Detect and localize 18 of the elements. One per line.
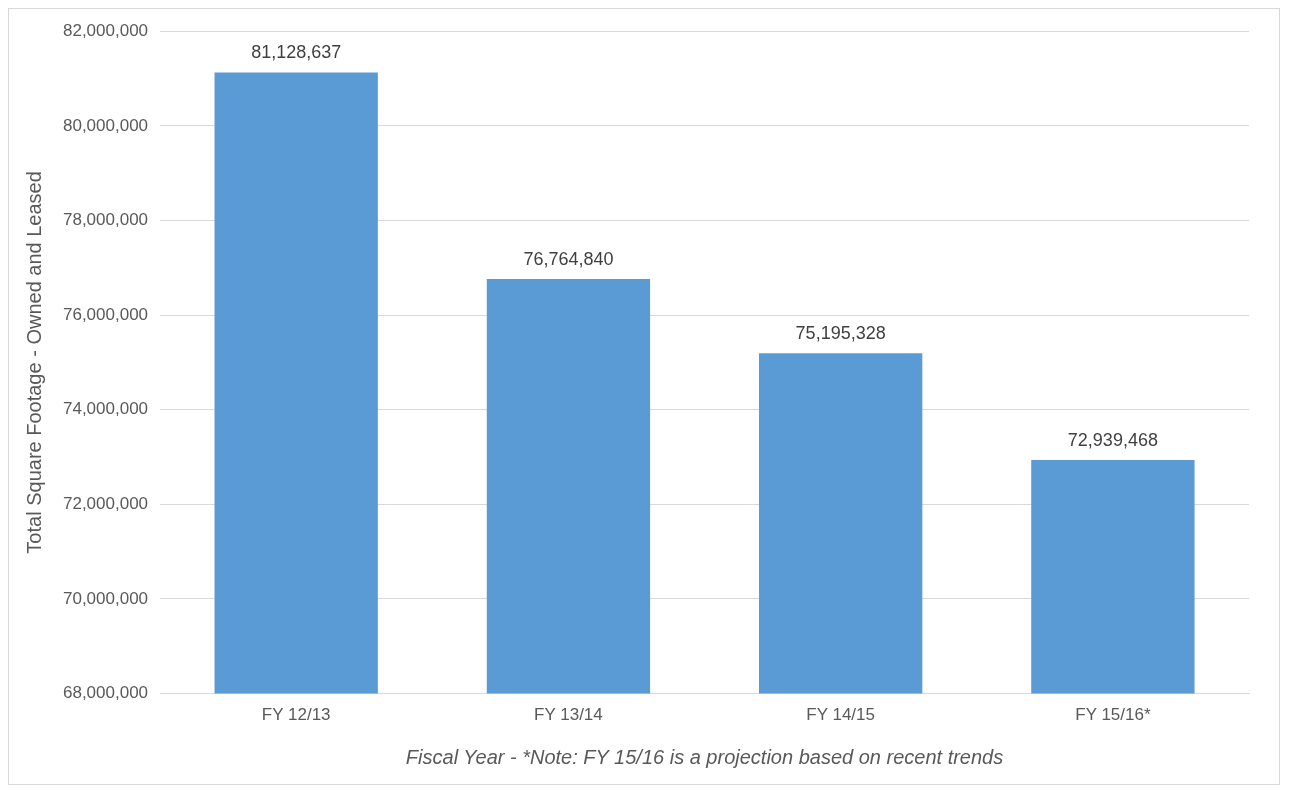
y-tick-label: 74,000,000 xyxy=(62,399,149,419)
y-axis-title: Total Square Footage - Owned and Leased xyxy=(22,171,45,554)
y-tick-label: 76,000,000 xyxy=(62,304,149,324)
data-label: 81,128,637 xyxy=(251,42,342,63)
y-tick-label: 68,000,000 xyxy=(62,683,149,703)
data-label: 75,195,328 xyxy=(795,323,886,344)
x-axis-title: Fiscal Year - *Note: FY 15/16 is a projection based on recent trends xyxy=(405,745,1004,768)
x-tick-label: FY 12/13 xyxy=(261,705,331,725)
y-tick-label: 70,000,000 xyxy=(62,588,149,608)
y-tick-label: 78,000,000 xyxy=(62,210,149,230)
x-tick-label: FY 15/16* xyxy=(1075,705,1151,725)
y-tick-label: 80,000,000 xyxy=(62,115,149,135)
y-tick-label: 82,000,000 xyxy=(62,20,149,40)
y-tick-label: 72,000,000 xyxy=(62,494,149,514)
x-tick-label: FY 14/15 xyxy=(806,705,875,725)
data-label: 76,764,840 xyxy=(523,248,614,269)
x-tick-label: FY 13/14 xyxy=(534,705,603,725)
data-label: 72,939,468 xyxy=(1067,429,1158,450)
